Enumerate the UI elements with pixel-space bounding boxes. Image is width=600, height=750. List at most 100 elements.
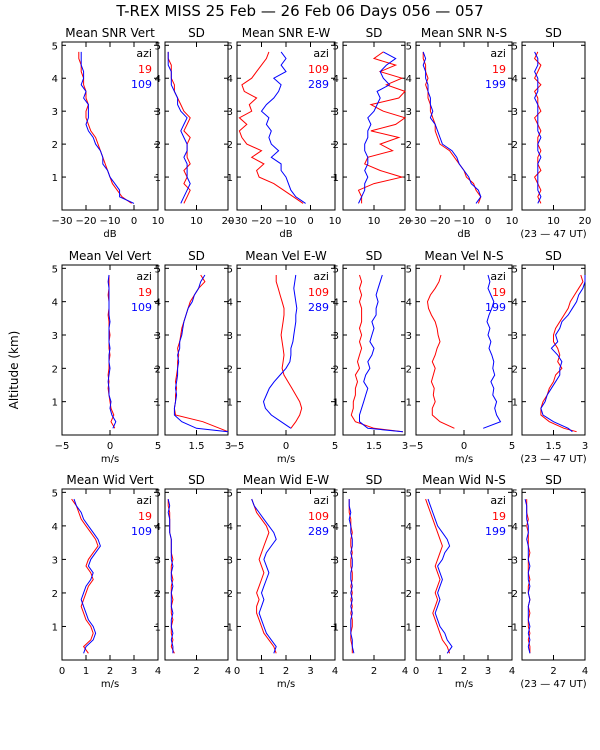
panel-r1-c4-sd: 1 2 3 4 5 10 20 SD xyxy=(333,26,412,227)
series-line-1 xyxy=(251,498,277,654)
x-tick-label: 2 xyxy=(461,666,467,677)
x-tick-label: 1 xyxy=(258,666,264,677)
x-tick-label: 5 xyxy=(155,441,161,452)
series-line-1 xyxy=(422,51,482,204)
x-axis-label: m/s xyxy=(101,679,119,690)
y-tick-label: 5 xyxy=(333,41,339,52)
legend-entry: 19 xyxy=(492,63,506,76)
y-tick-label: 2 xyxy=(155,364,161,375)
y-tick-label: 3 xyxy=(227,107,233,118)
y-tick-label: 2 xyxy=(333,140,339,151)
x-tick-label: 4 xyxy=(509,666,515,677)
figure-title: T-REX MISS 25 Feb — 26 Feb 06 Days 056 —… xyxy=(115,2,483,20)
y-tick-label: 1 xyxy=(333,398,339,409)
series-line-2 xyxy=(173,274,229,433)
panel-title: SD xyxy=(366,26,383,40)
series-line-2 xyxy=(359,274,403,433)
y-tick-label: 3 xyxy=(406,331,412,342)
y-tick-label: 3 xyxy=(512,107,518,118)
y-tick-label: 4 xyxy=(406,522,412,533)
x-tick-label: 1.5 xyxy=(189,441,205,452)
series-line-2 xyxy=(534,51,542,204)
y-tick-label: 5 xyxy=(227,41,233,52)
y-tick-label: 3 xyxy=(227,555,233,566)
x-tick-label: −5 xyxy=(230,441,245,452)
y-tick-label: 5 xyxy=(155,264,161,275)
y-tick-label: 4 xyxy=(155,298,161,309)
panel-frame xyxy=(342,41,406,211)
series-line-2 xyxy=(260,51,306,204)
y-tick-label: 1 xyxy=(52,622,58,633)
x-tick-label: 20 xyxy=(222,216,235,227)
y-tick-label: 3 xyxy=(52,555,58,566)
series-line-2 xyxy=(107,274,117,429)
series-line-1 xyxy=(173,274,229,433)
panel-title: Mean SNR N-S xyxy=(421,26,507,40)
y-tick-label: 3 xyxy=(155,555,161,566)
x-tick-label: 10 xyxy=(506,216,519,227)
x-tick-label: −30 xyxy=(51,216,72,227)
series-line-2 xyxy=(483,274,502,429)
y-tick-label: 1 xyxy=(406,173,412,184)
x-tick-label: 1.5 xyxy=(546,441,562,452)
x-tick-label: 3 xyxy=(582,441,588,452)
legend-entry: 109 xyxy=(131,301,152,314)
y-tick-label: 4 xyxy=(52,74,58,85)
x-axis-label: m/s xyxy=(101,454,119,465)
y-tick-label: 5 xyxy=(52,488,58,499)
legend-entry: 199 xyxy=(485,78,506,91)
x-axis-label: (23 — 47 UT) xyxy=(520,679,586,690)
panel-title: SD xyxy=(188,26,205,40)
y-tick-label: 3 xyxy=(333,555,339,566)
panel-r2-c5-mean: 1 2 3 4 5 −5 0 5 Mean Vel N-S m/s azi 19 199 xyxy=(406,249,516,465)
y-tick-label: 2 xyxy=(406,140,412,151)
x-tick-label: 4 xyxy=(225,666,231,677)
series-line-2 xyxy=(251,498,277,654)
x-tick-label: −20 xyxy=(429,216,450,227)
series-line-1 xyxy=(533,51,542,204)
y-tick-label: 4 xyxy=(333,522,339,533)
series-line-1 xyxy=(275,275,303,429)
x-tick-label: −10 xyxy=(275,216,296,227)
y-tick-label: 5 xyxy=(333,264,339,275)
y-tick-label: 1 xyxy=(155,622,161,633)
y-tick-label: 4 xyxy=(512,522,518,533)
legend-entry: 109 xyxy=(308,63,329,76)
x-tick-label: 10 xyxy=(152,216,165,227)
legend-entry: 199 xyxy=(485,301,506,314)
panel-title: Mean SNR Vert xyxy=(65,26,155,40)
x-tick-label: 2 xyxy=(283,666,289,677)
y-tick-label: 4 xyxy=(406,298,412,309)
panel-r2-c4-sd: 1 2 3 4 5 1.5 3 SD xyxy=(333,249,409,452)
panel-title: Mean SNR E-W xyxy=(242,26,331,40)
x-tick-label: −20 xyxy=(75,216,96,227)
x-tick-label: 10 xyxy=(547,216,560,227)
x-tick-label: 4 xyxy=(582,666,588,677)
x-axis-label: m/s xyxy=(277,454,295,465)
x-tick-label: 1 xyxy=(437,666,443,677)
y-tick-label: 5 xyxy=(406,41,412,52)
panel-title: SD xyxy=(545,26,562,40)
series-line-2 xyxy=(348,499,355,654)
x-tick-label: 3 xyxy=(402,441,408,452)
y-tick-label: 4 xyxy=(333,74,339,85)
x-tick-label: 4 xyxy=(332,666,338,677)
y-tick-label: 1 xyxy=(512,173,518,184)
x-tick-label: 0 xyxy=(59,666,65,677)
x-tick-label: 4 xyxy=(155,666,161,677)
series-line-1 xyxy=(357,51,407,204)
altitude-axis-label: Altitude (km) xyxy=(7,331,21,410)
y-tick-label: 2 xyxy=(333,589,339,600)
y-tick-label: 3 xyxy=(155,331,161,342)
y-tick-label: 5 xyxy=(333,488,339,499)
y-tick-label: 2 xyxy=(155,589,161,600)
x-tick-label: 2 xyxy=(193,666,199,677)
panel-r3-c4-sd: 1 2 3 4 5 2 4 SD xyxy=(333,473,409,677)
legend-entry: 109 xyxy=(131,78,152,91)
y-tick-label: 2 xyxy=(227,140,233,151)
panel-r1-c1-mean: 1 2 3 4 5 −30 −20 −10 0 10 Mean SNR Vert dB azi 19 109 xyxy=(51,26,164,240)
x-tick-label: 2 xyxy=(107,666,113,677)
y-tick-label: 2 xyxy=(52,140,58,151)
panel-r1-c3-mean: 1 2 3 4 5 −30 −20 −10 0 10 Mean SNR E-W dB azi 109 289 xyxy=(226,26,341,240)
